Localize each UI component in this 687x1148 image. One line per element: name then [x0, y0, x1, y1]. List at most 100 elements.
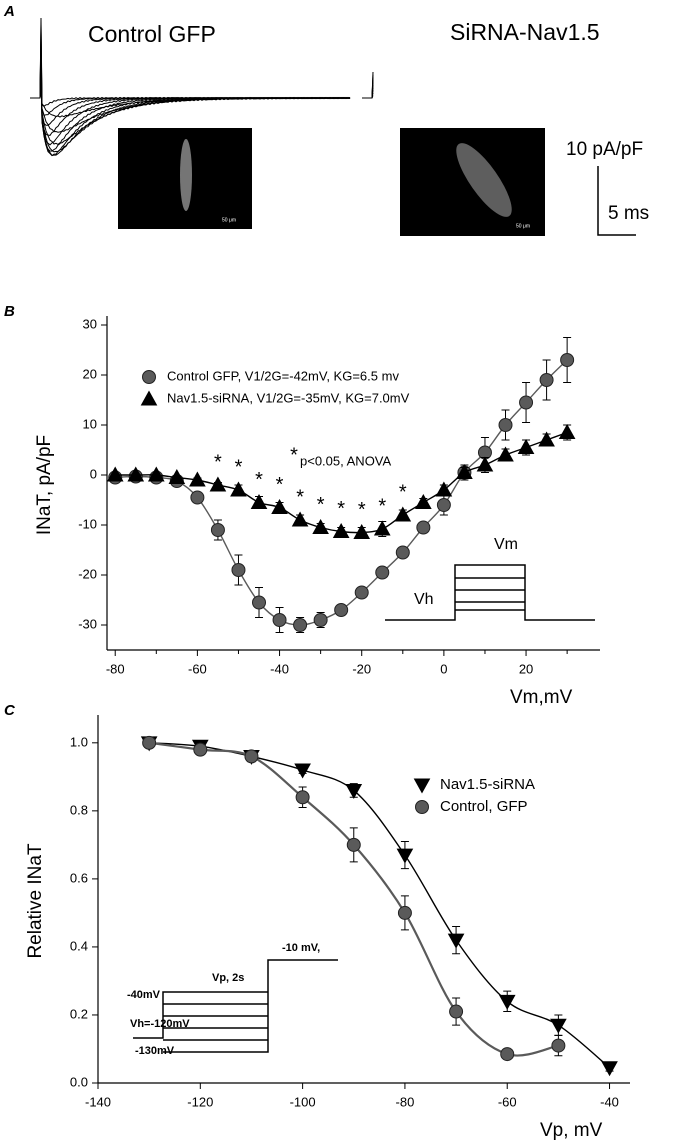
point	[517, 438, 535, 454]
image-scale: 50 μm	[516, 223, 530, 229]
x-tick-label: 0	[440, 661, 447, 676]
y-axis-label: Relative INaT	[25, 843, 46, 958]
point	[210, 523, 225, 537]
protocol-label: Vh=-120mV	[130, 1018, 190, 1030]
significance-marker: *	[337, 498, 345, 520]
significance-marker: *	[399, 481, 407, 503]
point	[168, 468, 186, 484]
trace	[362, 82, 374, 99]
point	[271, 498, 288, 514]
x-axis-label: Vp, mV	[540, 1120, 603, 1141]
point	[272, 613, 287, 627]
point	[416, 520, 431, 535]
legend-marker	[415, 800, 429, 814]
trace	[362, 87, 374, 99]
point	[230, 481, 247, 497]
x-tick-label: -100	[290, 1094, 316, 1109]
point	[539, 373, 554, 387]
point	[397, 905, 412, 920]
protocol-label: -130mV	[135, 1045, 175, 1057]
point	[250, 493, 268, 509]
point	[147, 466, 165, 482]
point	[312, 518, 329, 534]
trace	[30, 31, 351, 145]
significance-marker: *	[276, 474, 284, 496]
trace	[362, 74, 374, 99]
y-tick-label: 0.0	[70, 1074, 88, 1089]
significance-marker: *	[235, 456, 243, 478]
legend-label: Control GFP, V1/2G=-42mV, KG=6.5 mv	[167, 368, 399, 383]
y-axis-label: INaT, pA/pF	[34, 435, 55, 535]
point	[415, 493, 432, 509]
point	[560, 353, 575, 367]
trace	[30, 77, 351, 126]
point	[291, 511, 309, 527]
legend-label: Nav1.5-siRNA, V1/2G=-35mV, KG=7.0mV	[167, 390, 410, 405]
trace	[30, 71, 351, 136]
fit-line	[149, 741, 559, 1057]
point	[500, 1047, 515, 1062]
trace	[362, 79, 374, 99]
point	[293, 618, 308, 632]
point	[456, 463, 473, 479]
protocol-label: Vm	[494, 536, 518, 553]
trace	[362, 84, 374, 99]
y-tick-label: 0	[90, 466, 97, 481]
point	[294, 763, 311, 779]
x-tick-label: -20	[352, 661, 371, 676]
panel-label: B	[4, 303, 15, 320]
protocol-label: Vp, 2s	[212, 972, 244, 984]
x-tick-label: -40	[270, 661, 289, 676]
x-tick-label: -60	[498, 1094, 517, 1109]
x-tick-label: -120	[187, 1094, 213, 1109]
cell	[456, 143, 512, 217]
point	[190, 490, 205, 505]
legend-marker	[413, 778, 431, 794]
trace	[30, 17, 351, 118]
point	[601, 1061, 618, 1077]
panel-label: A	[3, 3, 15, 20]
point	[498, 418, 513, 432]
legend-marker	[140, 390, 158, 406]
point	[519, 395, 534, 410]
scale-label: 5 ms	[608, 203, 649, 224]
point	[346, 837, 361, 852]
trace	[362, 71, 374, 99]
x-tick-label: -80	[396, 1094, 415, 1109]
significance-marker: *	[255, 469, 263, 491]
y-tick-label: -30	[78, 616, 97, 631]
x-tick-label: -40	[600, 1094, 619, 1109]
point	[373, 520, 391, 536]
point	[106, 466, 124, 482]
point	[189, 471, 206, 487]
point	[127, 466, 145, 482]
cell	[180, 139, 192, 211]
point	[436, 498, 451, 512]
point	[332, 522, 350, 538]
point	[396, 848, 414, 864]
significance-note: p<0.05, ANOVA	[300, 453, 392, 468]
panel-label: C	[4, 702, 16, 719]
scale-bar	[597, 166, 636, 236]
legend-label: Nav1.5-siRNA	[440, 776, 535, 793]
point	[498, 994, 516, 1010]
point	[244, 749, 259, 764]
point	[231, 563, 246, 577]
point	[497, 446, 514, 462]
significance-marker: *	[317, 494, 325, 516]
significance-marker: *	[296, 486, 304, 508]
point	[449, 1004, 464, 1019]
y-tick-label: 0.8	[70, 802, 88, 817]
x-axis-label: Vm,mV	[510, 687, 573, 708]
point	[375, 565, 390, 580]
significance-marker: *	[290, 444, 298, 466]
trace-title: Control GFP	[88, 21, 216, 47]
trace-title: SiRNA-Nav1.5	[450, 19, 600, 45]
point	[353, 523, 371, 539]
y-tick-label: 0.6	[70, 870, 88, 885]
x-tick-label: -60	[188, 661, 207, 676]
y-tick-label: -10	[78, 516, 97, 531]
y-tick-label: 0.2	[70, 1006, 88, 1021]
point	[447, 933, 465, 949]
